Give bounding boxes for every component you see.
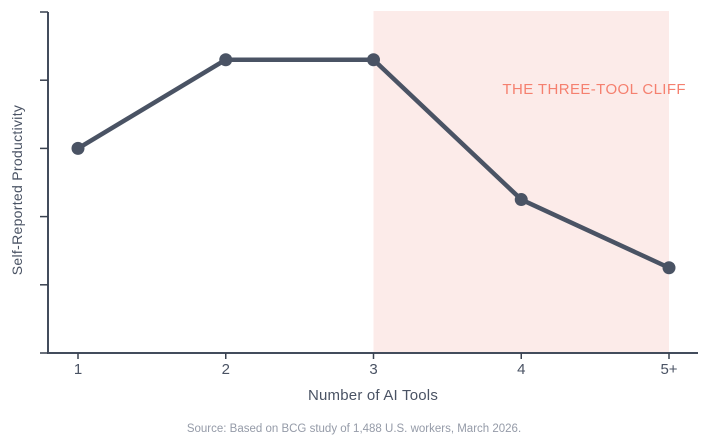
x-tick-label: 5+ [660,361,677,378]
cliff-shade-region [373,11,669,353]
x-tick-label: 2 [222,361,230,378]
cliff-annotation-label: THE THREE-TOOL CLIFF [502,81,686,98]
data-point [514,193,528,207]
x-tick-label: 3 [369,361,377,378]
data-point [662,261,676,275]
source-note: Source: Based on BCG study of 1,488 U.S.… [186,423,522,435]
data-point [219,53,233,67]
x-axis-title: Number of AI Tools [307,387,439,404]
data-point [367,53,380,67]
data-point [71,141,85,155]
x-tick-label: 4 [517,361,525,378]
x-tick-label: 1 [74,361,82,378]
